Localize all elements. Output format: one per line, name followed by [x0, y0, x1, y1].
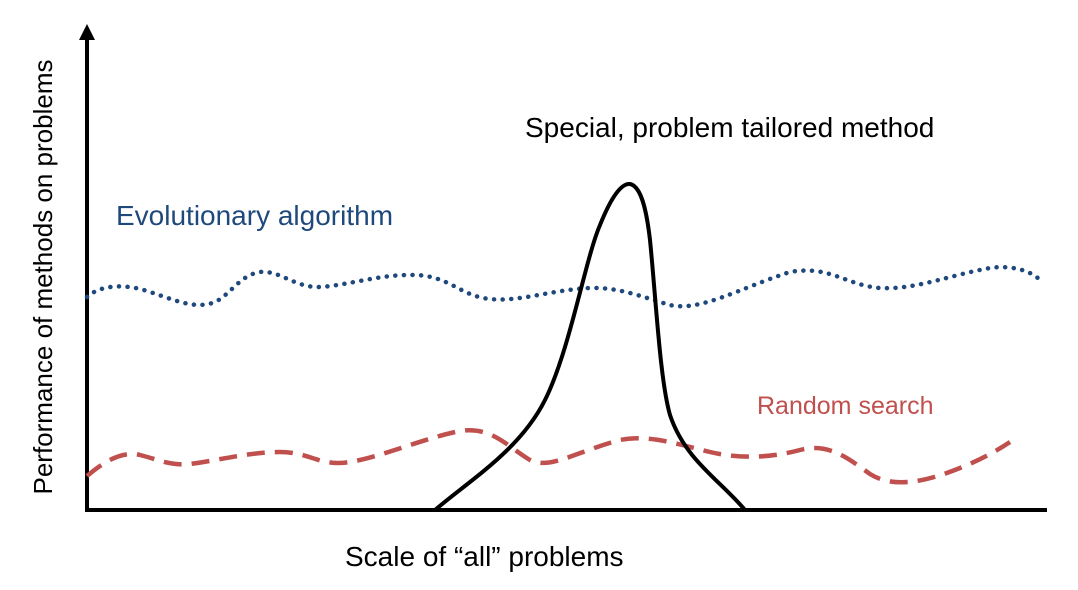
y-axis-arrowhead	[79, 24, 95, 40]
special-method-curve	[433, 182, 747, 512]
random-search-label: Random search	[757, 392, 934, 420]
y-axis-label: Performance of methods on problems	[28, 59, 58, 495]
special-method-label: Special, problem tailored method	[525, 112, 935, 143]
evolutionary-curve	[84, 264, 1043, 309]
x-axis-label: Scale of “all” problems	[345, 541, 624, 572]
random-search-curve	[85, 428, 1012, 485]
evolutionary-algorithm-label: Evolutionary algorithm	[116, 200, 394, 231]
